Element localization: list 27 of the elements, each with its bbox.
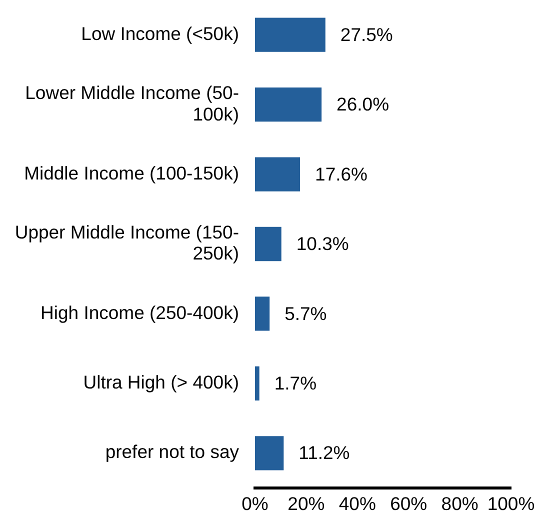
y-tick-label: Lower Middle Income (50-100k)	[25, 82, 239, 124]
data-label: 10.3%	[296, 233, 349, 254]
x-tick-label: 40%	[338, 493, 376, 514]
data-label: 1.7%	[274, 372, 317, 394]
data-label: 27.5%	[340, 24, 393, 45]
y-tick-label: prefer not to say	[105, 441, 240, 462]
bar	[255, 226, 282, 262]
bar	[255, 436, 284, 470]
y-tick-label: Middle Income (100-150k)	[24, 162, 239, 184]
bar	[255, 366, 260, 401]
data-label: 17.6%	[315, 163, 368, 184]
y-tick-label: Low Income (<50k)	[81, 22, 239, 44]
y-tick-label: Upper Middle Income (150-250k)	[14, 221, 239, 264]
bar	[255, 157, 300, 192]
bar	[255, 18, 326, 52]
x-tick-label: 60%	[390, 493, 428, 514]
x-tick-label: 20%	[288, 493, 325, 514]
data-label: 26.0%	[336, 94, 390, 115]
data-label: 11.2%	[298, 442, 350, 464]
x-tick-label: 80%	[441, 493, 478, 514]
y-tick-label: High Income (250-400k)	[40, 302, 239, 323]
x-tick-label: 100%	[487, 493, 535, 514]
x-tick-label: 0%	[242, 493, 268, 514]
data-label: 5.7%	[284, 302, 327, 324]
bar	[255, 296, 270, 331]
y-tick-label: Ultra High (> 400k)	[83, 372, 239, 393]
bar	[255, 87, 322, 122]
